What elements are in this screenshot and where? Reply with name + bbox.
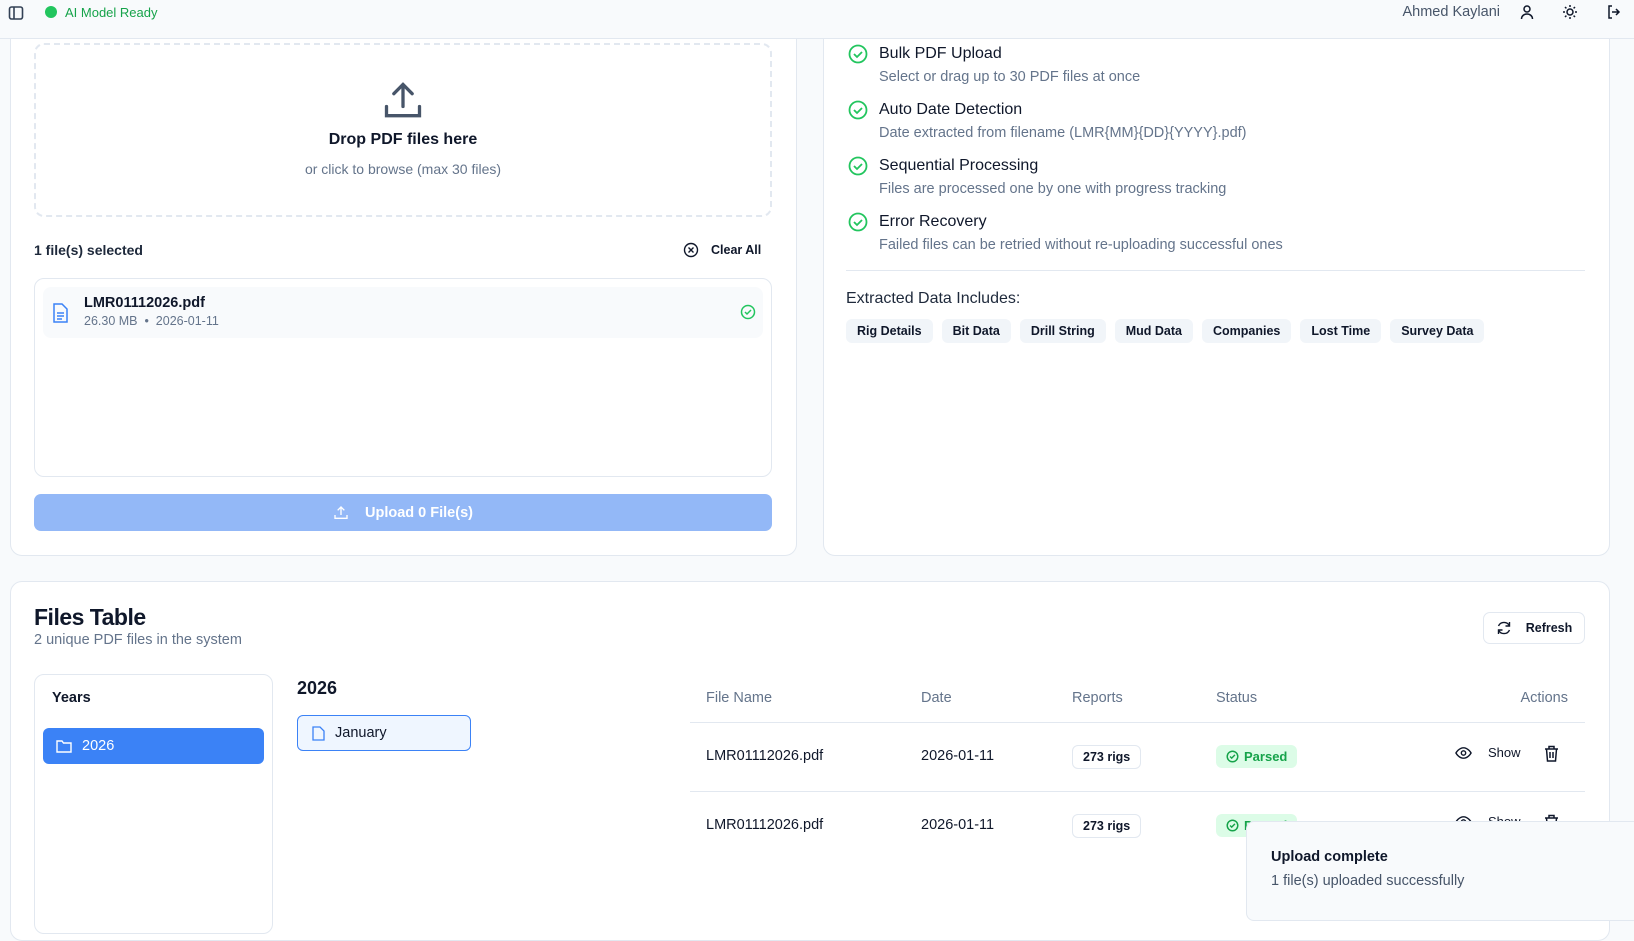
file-item: LMR01112026.pdf 26.30 MB • 2026-01-11	[43, 287, 763, 338]
data-chip: Lost Time	[1300, 319, 1382, 343]
reports-badge: 273 rigs	[1072, 814, 1142, 838]
data-chip: Survey Data	[1390, 319, 1485, 343]
cell-file-name: LMR01112026.pdf	[706, 817, 824, 833]
file-check-icon	[740, 304, 756, 320]
divider	[846, 270, 1585, 271]
upload-icon	[381, 79, 425, 123]
selected-count: 1 file(s) selected	[34, 242, 143, 258]
file-list: LMR01112026.pdf 26.30 MB • 2026-01-11	[34, 278, 772, 477]
top-bar: AI Model Ready Ahmed Kaylani	[0, 0, 1634, 39]
feature-title: Auto Date Detection	[879, 101, 1023, 118]
toast-title: Upload complete	[1271, 849, 1388, 865]
ai-status: AI Model Ready	[65, 5, 158, 20]
user-icon[interactable]	[1519, 4, 1535, 20]
check-circle-icon	[848, 44, 868, 64]
check-icon	[1226, 750, 1239, 763]
col-file-name: File Name	[706, 690, 773, 706]
feature-title: Error Recovery	[879, 213, 987, 230]
year-heading: 2026	[297, 678, 338, 698]
table-row: LMR01112026.pdf 2026-01-11 273 rigs Pars…	[690, 723, 1585, 791]
extracted-title: Extracted Data Includes:	[846, 290, 1021, 307]
clear-icon	[683, 242, 699, 258]
upload-button[interactable]: Upload 0 File(s)	[34, 494, 772, 531]
years-title: Years	[52, 690, 91, 706]
status-badge: Parsed	[1216, 745, 1298, 768]
data-chip: Bit Data	[941, 319, 1011, 343]
feature-desc: Failed files can be retried without re-u…	[879, 237, 1283, 253]
extracted-chips: Rig Details Bit Data Drill String Mud Data C…	[846, 319, 1493, 343]
refresh-icon	[1496, 620, 1512, 636]
check-circle-icon	[848, 100, 868, 120]
drop-zone[interactable]: Drop PDF files here or click to browse (…	[34, 43, 772, 217]
col-date: Date	[921, 690, 952, 706]
show-button[interactable]: Show	[1455, 745, 1521, 760]
cell-date: 2026-01-11	[921, 817, 995, 833]
clear-all-button[interactable]: Clear All	[683, 242, 761, 258]
reports-badge: 273 rigs	[1072, 745, 1142, 769]
month-item-january[interactable]: January	[297, 715, 471, 751]
check-icon	[1226, 819, 1239, 832]
files-table-subtitle: 2 unique PDF files in the system	[34, 632, 242, 648]
data-chip: Rig Details	[846, 319, 933, 343]
feature-title: Bulk PDF Upload	[879, 45, 1002, 62]
file-icon	[51, 303, 69, 323]
year-item-2026[interactable]: 2026	[43, 728, 264, 764]
check-circle-icon	[848, 212, 868, 232]
years-panel: Years 2026	[34, 674, 273, 934]
file-icon	[312, 725, 325, 741]
sidebar-toggle-icon[interactable]	[8, 5, 24, 21]
col-reports: Reports	[1072, 690, 1123, 706]
refresh-button[interactable]: Refresh	[1483, 612, 1585, 644]
col-status: Status	[1216, 690, 1258, 706]
feature-title: Sequential Processing	[879, 157, 1039, 174]
feature-desc: Files are processed one by one with prog…	[879, 181, 1227, 197]
user-name: Ahmed Kaylani	[1402, 4, 1500, 20]
row-divider	[690, 791, 1585, 792]
feature-desc: Date extracted from filename (LMR{MM}{DD…	[879, 125, 1247, 141]
check-circle-icon	[848, 156, 868, 176]
row-divider	[690, 722, 1585, 723]
feature-desc: Select or drag up to 30 PDF files at onc…	[879, 69, 1141, 85]
folder-icon	[56, 739, 72, 753]
cell-file-name: LMR01112026.pdf	[706, 748, 824, 764]
data-chip: Mud Data	[1114, 319, 1193, 343]
files-table-title: Files Table	[34, 604, 146, 630]
file-meta: 26.30 MB • 2026-01-11	[84, 314, 219, 328]
cell-date: 2026-01-11	[921, 748, 995, 764]
trash-icon[interactable]	[1544, 745, 1559, 762]
theme-toggle-icon[interactable]	[1562, 4, 1578, 20]
eye-icon	[1455, 746, 1472, 760]
col-actions: Actions	[1520, 690, 1568, 706]
status-dot	[45, 6, 57, 18]
drop-title: Drop PDF files here	[328, 131, 478, 148]
toast: Upload complete 1 file(s) uploaded succe…	[1246, 821, 1634, 921]
drop-subtitle: or click to browse (max 30 files)	[304, 161, 502, 177]
info-card	[823, 0, 1610, 556]
data-chip: Companies	[1202, 319, 1292, 343]
data-chip: Drill String	[1019, 319, 1106, 343]
upload-small-icon	[333, 505, 349, 521]
toast-message: 1 file(s) uploaded successfully	[1271, 873, 1465, 889]
file-name: LMR01112026.pdf	[84, 295, 205, 311]
logout-icon[interactable]	[1606, 4, 1622, 20]
